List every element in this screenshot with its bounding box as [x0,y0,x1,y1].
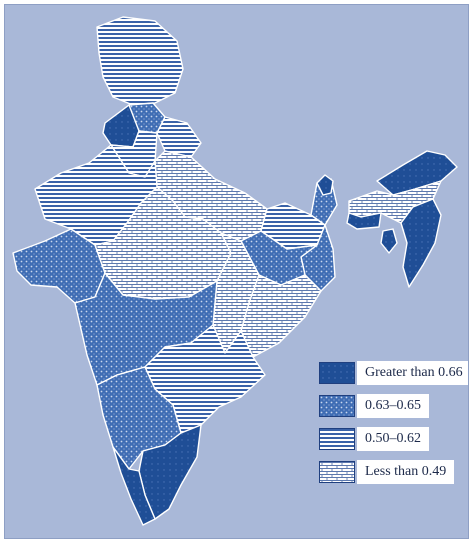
legend-swatch-dots [319,395,355,417]
region-tripura [380,228,398,254]
region-northeast-states [400,198,442,288]
legend-item-greater-than-0-66: Greater than 0.66 [311,361,468,385]
legend-item-0-50-0-62: 0.50–0.62 [311,427,465,451]
map-frame: Greater than 0.66 0.63–0.65 0.50–0.62 Le… [4,4,469,539]
legend-label: 0.63–0.65 [357,394,429,418]
map-legend: Greater than 0.66 0.63–0.65 0.50–0.62 Le… [311,361,468,493]
legend-swatch-stripes [319,428,355,450]
india-map [12,16,458,526]
legend-item-less-than-0-49: Less than 0.49 [311,460,465,484]
region-uttarakhand [156,116,202,158]
legend-swatch-dark [319,362,355,384]
region-odisha [240,274,322,358]
region-meghalaya [346,212,382,230]
region-jammu-kashmir [96,16,184,106]
region-sikkim [316,174,334,196]
legend-label: 0.50–0.62 [357,427,429,451]
legend-label: Greater than 0.66 [357,361,468,385]
legend-item-0-63-0-65: 0.63–0.65 [311,394,465,418]
legend-swatch-brick [319,461,355,483]
region-kerala [112,446,156,526]
legend-label: Less than 0.49 [357,460,455,484]
